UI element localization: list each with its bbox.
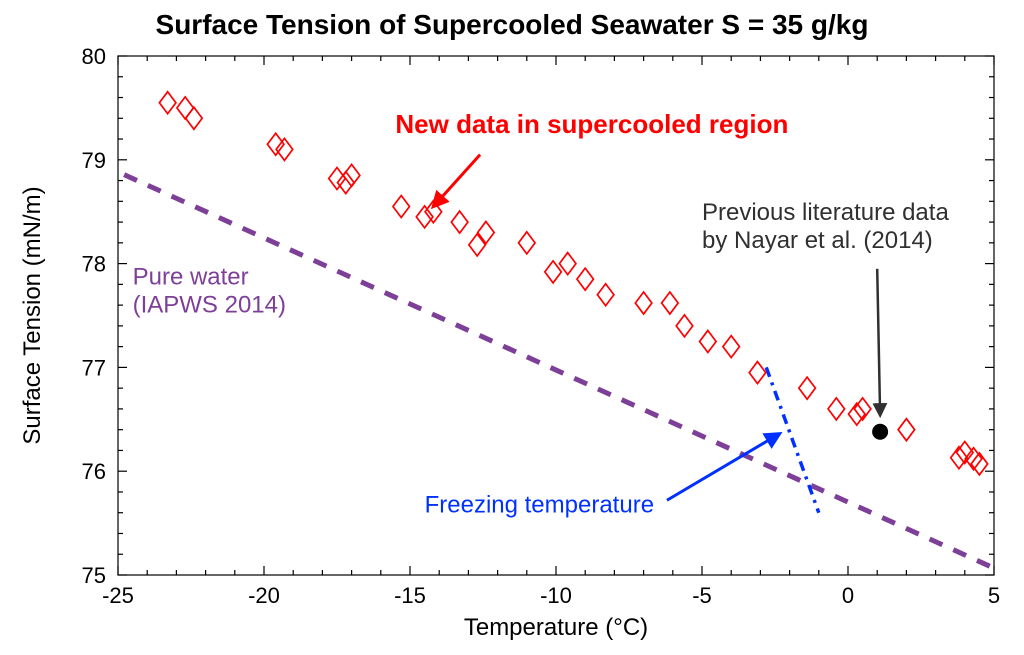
svg-text:79: 79 xyxy=(82,148,106,173)
svg-text:78: 78 xyxy=(82,252,106,277)
svg-text:5: 5 xyxy=(988,583,1000,608)
pure-water-label-line2: (IAPWS 2014) xyxy=(133,291,286,318)
svg-text:-25: -25 xyxy=(102,583,134,608)
nayar-label-line2: by Nayar et al. (2014) xyxy=(702,227,933,254)
svg-text:-15: -15 xyxy=(394,583,426,608)
svg-text:-5: -5 xyxy=(692,583,712,608)
pure-water-label-line1: Pure water xyxy=(133,263,249,290)
svg-text:0: 0 xyxy=(842,583,854,608)
freezing-label: Freezing temperature xyxy=(425,492,654,519)
svg-text:77: 77 xyxy=(82,355,106,380)
nayar-literature-point xyxy=(872,424,888,440)
new-data-label: New data in supercooled region xyxy=(395,109,788,139)
plot-area: -25 -20 -15 -10 -5 0 5 75 76 77 78 79 80 New data i… xyxy=(82,44,1012,608)
chart-title: Surface Tension of Supercooled Seawater … xyxy=(156,9,869,40)
surface-tension-chart: Surface Tension of Supercooled Seawater … xyxy=(0,0,1024,655)
svg-text:76: 76 xyxy=(82,459,106,484)
nayar-label-line1: Previous literature data xyxy=(702,199,949,226)
svg-text:75: 75 xyxy=(82,563,106,588)
y-axis-label: Surface Tension (mN/m) xyxy=(19,186,46,444)
svg-text:-20: -20 xyxy=(248,583,280,608)
svg-text:80: 80 xyxy=(82,44,106,69)
svg-text:-10: -10 xyxy=(540,583,572,608)
x-axis-label: Temperature (°C) xyxy=(464,614,648,641)
